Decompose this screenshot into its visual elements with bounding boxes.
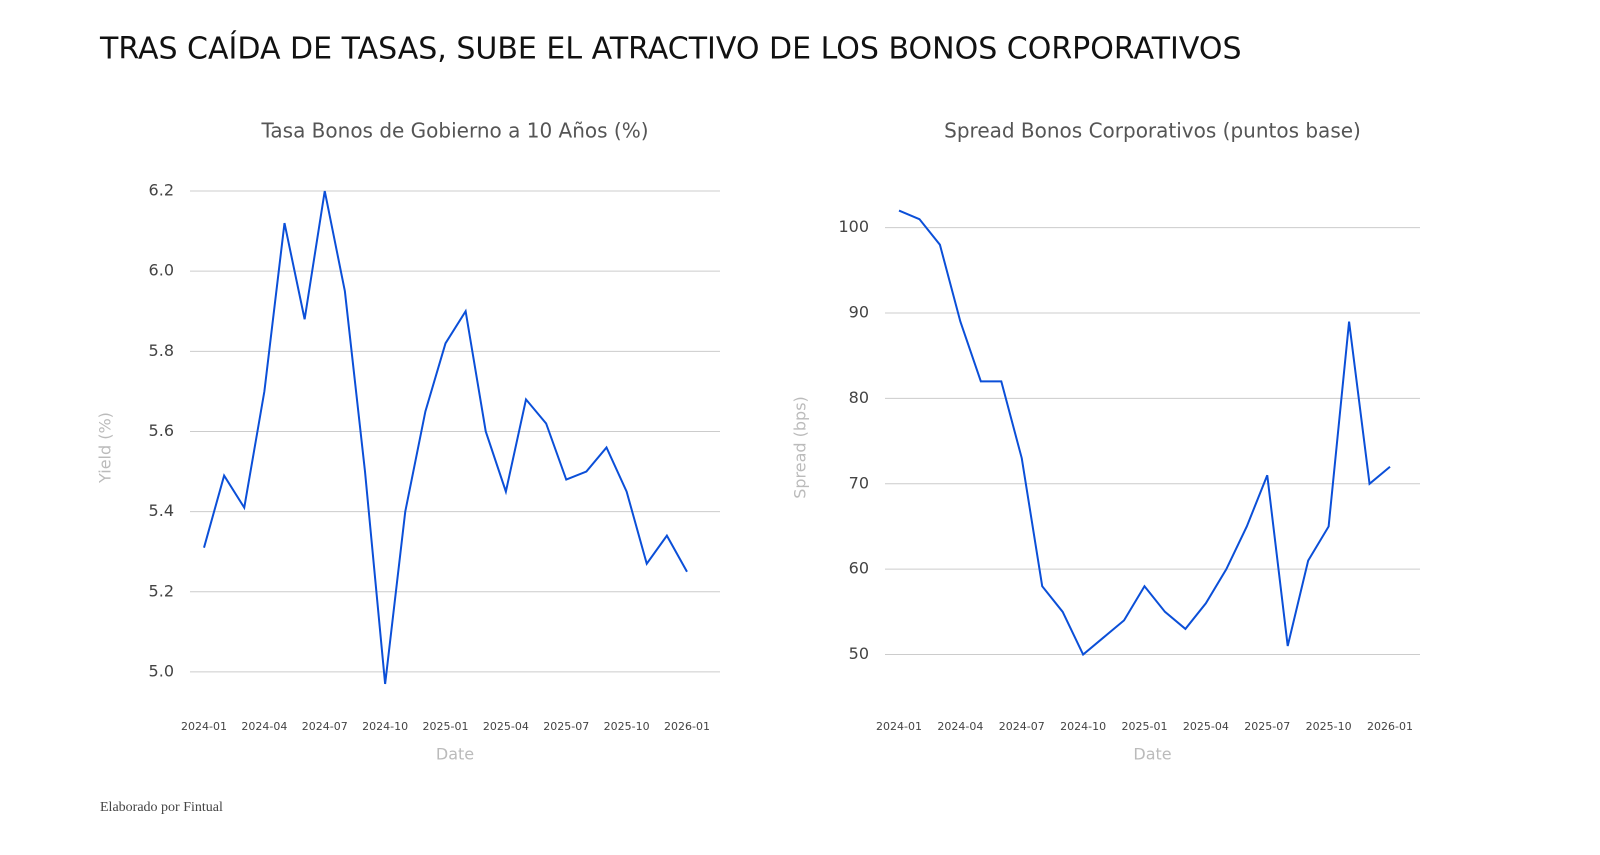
y-tick-label: 6.0 bbox=[149, 261, 174, 280]
y-tick-label: 5.4 bbox=[149, 501, 174, 520]
subplot-title: Tasa Bonos de Gobierno a 10 Años (%) bbox=[260, 119, 648, 143]
x-tick-label: 2024-10 bbox=[1060, 720, 1106, 733]
x-tick-label: 2025-01 bbox=[423, 720, 469, 733]
x-axis-label: Date bbox=[436, 745, 474, 764]
x-tick-label: 2024-04 bbox=[241, 720, 287, 733]
x-tick-label: 2025-01 bbox=[1122, 720, 1168, 733]
x-tick-label: 2025-07 bbox=[1244, 720, 1290, 733]
x-tick-label: 2024-07 bbox=[999, 720, 1045, 733]
x-tick-label: 2025-10 bbox=[1306, 720, 1352, 733]
y-axis-label: Yield (%) bbox=[96, 412, 115, 484]
y-tick-label: 5.6 bbox=[149, 421, 174, 440]
x-tick-label: 2025-07 bbox=[543, 720, 589, 733]
data-line bbox=[898, 209, 1391, 657]
y-tick-label: 50 bbox=[849, 644, 869, 663]
main-title: TRAS CAÍDA DE TASAS, SUBE EL ATRACTIVO D… bbox=[99, 31, 1242, 67]
x-tick-label: 2024-10 bbox=[362, 720, 408, 733]
x-tick-label: 2025-10 bbox=[604, 720, 650, 733]
y-tick-label: 5.2 bbox=[149, 581, 174, 600]
data-line bbox=[203, 190, 688, 685]
y-tick-label: 60 bbox=[849, 559, 869, 578]
y-tick-label: 90 bbox=[849, 303, 869, 322]
y-tick-label: 6.2 bbox=[149, 181, 174, 200]
x-tick-label: 2026-01 bbox=[664, 720, 710, 733]
y-axis-label: Spread (bps) bbox=[791, 396, 810, 499]
footer: Elaborado por Fintual bbox=[100, 800, 223, 815]
x-tick-label: 2024-04 bbox=[937, 720, 983, 733]
y-tick-label: 5.0 bbox=[149, 661, 174, 680]
y-tick-label: 5.8 bbox=[149, 341, 174, 360]
x-tick-label: 2024-07 bbox=[302, 720, 348, 733]
y-tick-label: 70 bbox=[849, 473, 869, 492]
y-tick-label: 80 bbox=[849, 388, 869, 407]
x-tick-label: 2024-01 bbox=[181, 720, 227, 733]
subplot-title: Spread Bonos Corporativos (puntos base) bbox=[944, 119, 1361, 143]
x-tick-label: 2024-01 bbox=[876, 720, 922, 733]
x-axis-label: Date bbox=[1133, 745, 1171, 764]
x-tick-label: 2025-04 bbox=[483, 720, 529, 733]
x-tick-label: 2026-01 bbox=[1367, 720, 1413, 733]
y-tick-label: 100 bbox=[838, 217, 869, 236]
x-tick-label: 2025-04 bbox=[1183, 720, 1229, 733]
